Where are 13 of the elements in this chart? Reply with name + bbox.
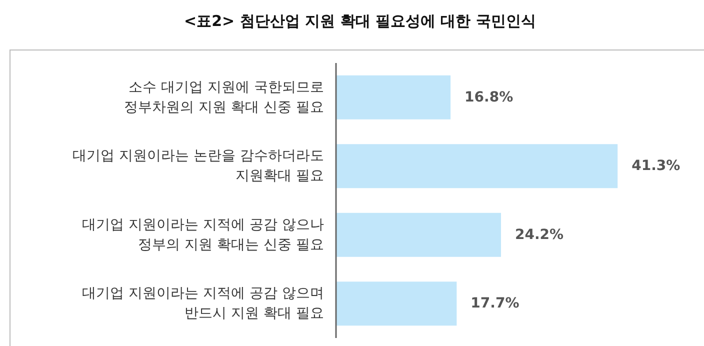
y-tick-label: 대기업 지원이라는 지적에 공감 않으나 정부의 지원 확대는 신중 필요 [82, 216, 324, 253]
data-label: 24.2% [515, 226, 564, 243]
y-tick-label: 소수 대기업 지원에 국한되므로 정부차원의 지원 확대 신중 필요 [124, 79, 324, 116]
y-tick-label: 대기업 지원이라는 논란을 감수하더라도 지원확대 필요 [72, 148, 324, 184]
data-label: 41.3% [632, 158, 680, 174]
bar [336, 144, 618, 188]
chart-title: <표2> 첨단산업 지원 확대 필요성에 대한 국민인식 [184, 12, 536, 30]
bar [336, 212, 502, 257]
data-label: 16.8% [464, 89, 514, 106]
data-label: 17.7% [470, 296, 520, 312]
y-tick-label: 대기업 지원이라는 지적에 공감 않으며 반드시 지원 확대 필요 [82, 286, 324, 322]
bar [336, 75, 451, 120]
bar [336, 282, 457, 326]
